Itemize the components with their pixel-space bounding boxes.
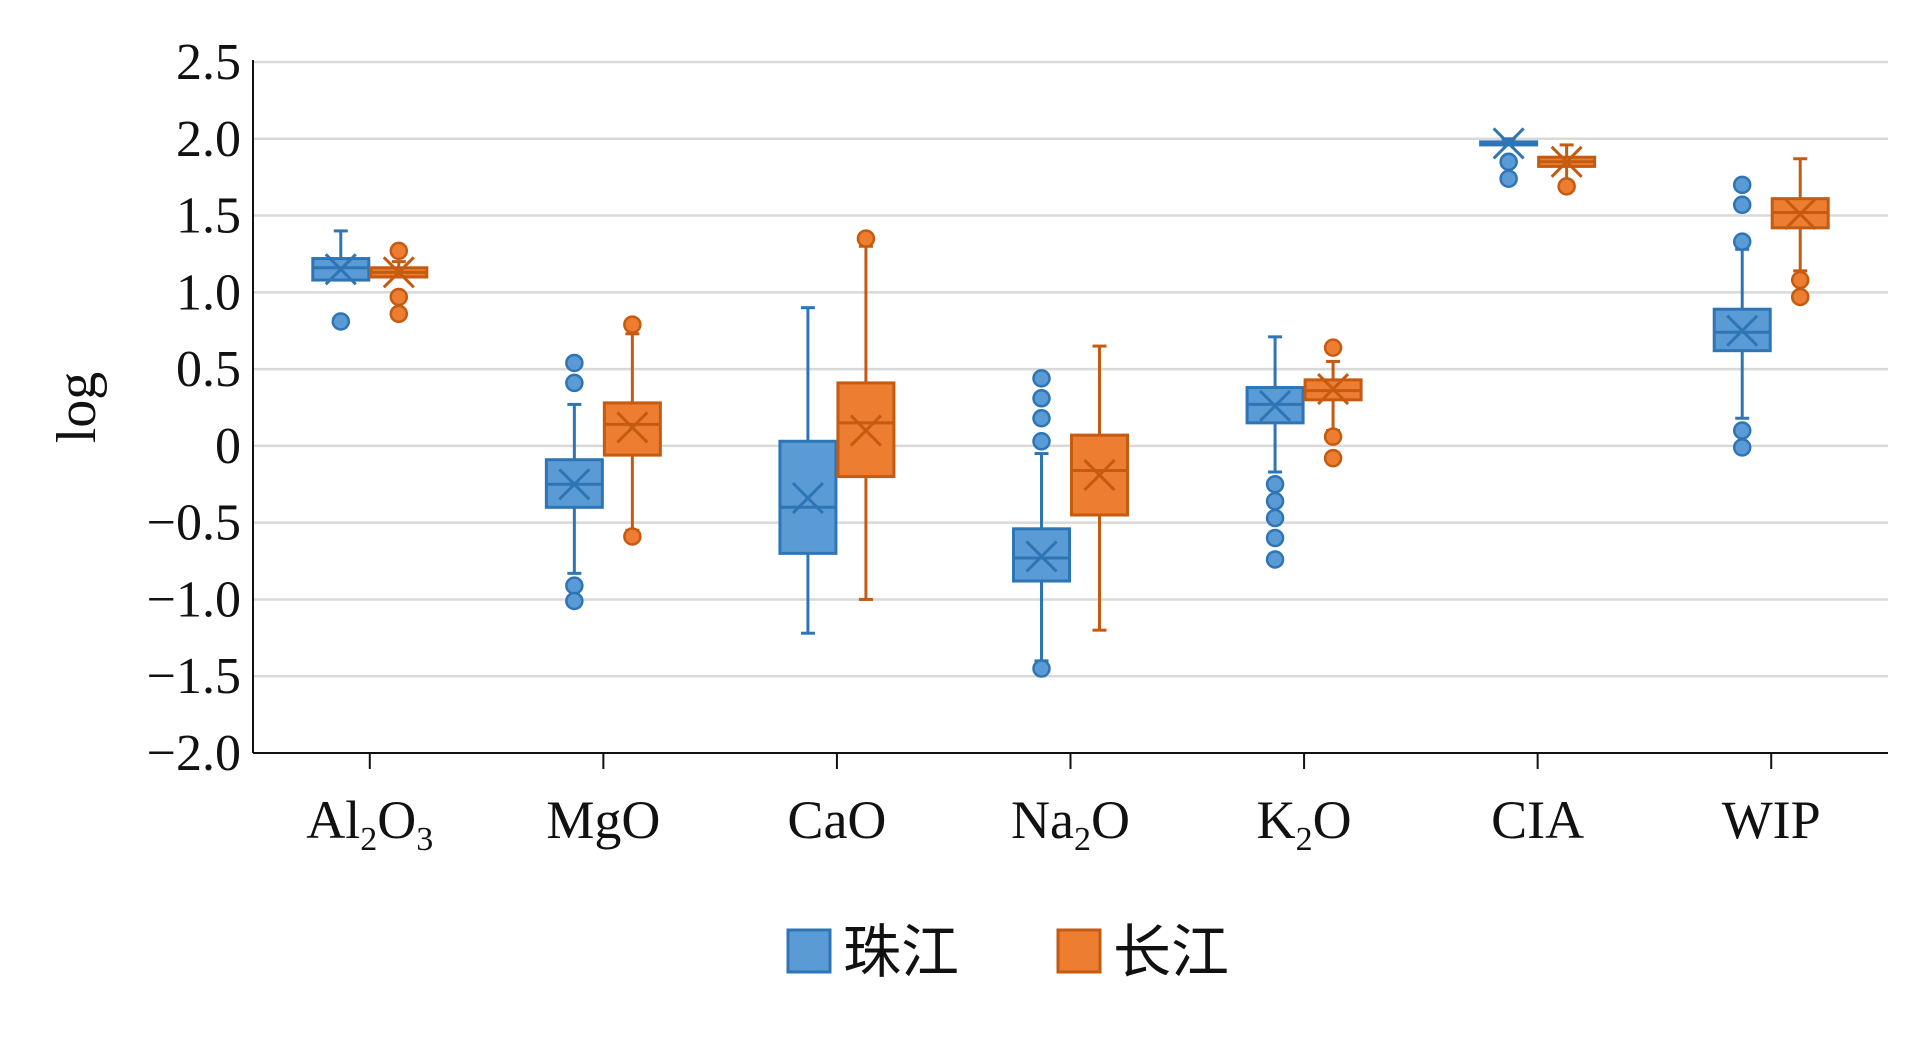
- mean-marker: [616, 411, 649, 444]
- x-tick-marks: [368, 753, 1773, 769]
- box-group: [778, 306, 838, 635]
- mean-marker: [382, 256, 415, 289]
- outlier-point: [1323, 338, 1343, 357]
- legend-label: 珠江: [843, 920, 959, 985]
- mean-marker: [1259, 389, 1292, 423]
- box-group: [1070, 344, 1129, 632]
- x-category-label: Al2O3: [306, 790, 433, 858]
- outlier-point: [1265, 491, 1285, 511]
- outlier-point: [1732, 232, 1752, 251]
- legend-swatch: [1056, 928, 1102, 974]
- outlier-point: [623, 527, 642, 546]
- outlier-point: [1732, 438, 1752, 457]
- x-category-label: Na2O: [1011, 790, 1130, 858]
- outlier-point: [1499, 152, 1518, 172]
- box-group: [1303, 338, 1363, 468]
- outlier-point: [1732, 421, 1752, 440]
- mean-marker: [1550, 145, 1583, 178]
- outlier-point: [1032, 408, 1051, 428]
- mean-marker: [1492, 127, 1525, 160]
- outlier-point: [389, 241, 409, 261]
- outlier-point: [623, 315, 642, 334]
- box-group: [1537, 143, 1597, 196]
- x-category-labels: Al2O3 MgO CaO Na2O K2O CIA WIP: [306, 790, 1820, 858]
- y-tick-label: −1.5: [147, 648, 241, 705]
- outlier-point: [389, 287, 409, 307]
- outlier-point: [1032, 389, 1051, 408]
- box-group: [1712, 175, 1772, 457]
- mean-marker: [558, 468, 591, 501]
- y-tick-label: 1.5: [176, 188, 241, 245]
- legend-label: 长江: [1113, 920, 1229, 985]
- box-group: [602, 315, 662, 546]
- outlier-point: [1265, 528, 1285, 548]
- boxes: [311, 127, 1830, 678]
- mean-marker: [849, 414, 882, 447]
- mean-marker: [791, 482, 824, 515]
- mean-marker: [1025, 540, 1058, 573]
- y-tick-label: −0.5: [147, 495, 241, 552]
- outlier-point: [1499, 169, 1518, 188]
- outlier-point: [331, 312, 351, 331]
- outlier-point: [1032, 659, 1051, 678]
- x-category-label: CIA: [1491, 790, 1584, 850]
- box-group: [1012, 369, 1071, 678]
- outlier-point: [1790, 270, 1810, 290]
- outlier-point: [1265, 508, 1285, 528]
- y-tick-label: −1.0: [147, 571, 241, 628]
- outlier-point: [856, 229, 876, 248]
- mean-marker: [1317, 373, 1350, 406]
- outlier-point: [565, 373, 584, 393]
- box-group: [311, 229, 371, 331]
- axes: [252, 60, 1888, 754]
- outlier-point: [565, 353, 584, 373]
- y-tick-label: 0: [215, 418, 241, 475]
- legend-swatch: [786, 928, 832, 974]
- mean-marker: [324, 253, 357, 286]
- outlier-point: [1032, 369, 1051, 388]
- box-group: [544, 353, 604, 611]
- outlier-point: [1323, 448, 1343, 468]
- y-axis-label: log: [46, 372, 108, 444]
- box-group: [1479, 127, 1539, 188]
- y-tick-label: 2.0: [176, 111, 241, 168]
- x-category-label: MgO: [546, 790, 660, 850]
- mean-marker: [1726, 314, 1759, 347]
- legend: 珠江 长江: [786, 920, 1229, 985]
- x-category-label: K2O: [1257, 790, 1352, 858]
- outlier-point: [565, 576, 584, 595]
- outlier-point: [1032, 432, 1051, 451]
- y-tick-label: 1.0: [176, 264, 241, 321]
- x-category-label: CaO: [787, 790, 886, 850]
- mean-marker: [1784, 197, 1817, 231]
- outlier-point: [565, 591, 584, 611]
- y-tick-label: −2.0: [147, 725, 241, 782]
- box-group: [1245, 335, 1305, 569]
- x-category-label: WIP: [1722, 790, 1821, 850]
- box-iqr: [1012, 527, 1071, 583]
- box-group: [836, 229, 896, 601]
- gridlines: [253, 60, 1888, 678]
- outlier-point: [389, 304, 409, 324]
- box-group: [369, 241, 429, 324]
- outlier-point: [1732, 175, 1752, 195]
- outlier-point: [1557, 177, 1576, 196]
- mean-marker: [1083, 459, 1116, 492]
- outlier-point: [1732, 195, 1752, 215]
- outlier-point: [1265, 550, 1285, 569]
- outlier-point: [1790, 287, 1810, 307]
- y-tick-label: 0.5: [176, 341, 241, 398]
- box-group: [1770, 157, 1830, 307]
- y-tick-labels: 2.5 2.0 1.5 1.0 0.5 0 −0.5 −1.0 −1.5 −2.0: [147, 34, 241, 782]
- outlier-point: [1323, 427, 1343, 446]
- outlier-point: [1265, 475, 1285, 494]
- y-tick-label: 2.5: [176, 34, 241, 91]
